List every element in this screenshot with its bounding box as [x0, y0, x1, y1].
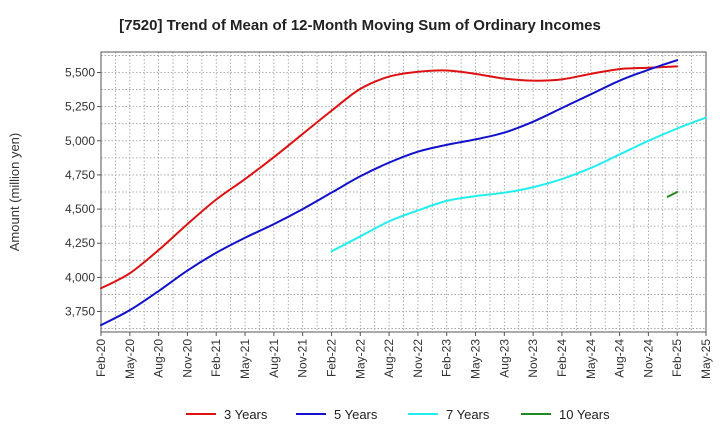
- y-tick-label: 4,500: [65, 202, 95, 216]
- y-tick-label: 5,250: [65, 100, 95, 114]
- plot-area-frame: [100, 51, 707, 333]
- x-tick-label: Aug-24: [613, 339, 627, 378]
- series-line-3-years: [100, 65, 679, 290]
- y-tick-label: 4,000: [65, 270, 95, 284]
- x-tick-label: Feb-21: [209, 339, 223, 377]
- x-tick-label: May-25: [699, 339, 713, 379]
- x-tick-label: May-21: [238, 339, 252, 379]
- x-tick-label: Feb-24: [555, 339, 569, 377]
- x-tick-label: Aug-23: [497, 339, 511, 378]
- x-tick-label: Aug-21: [267, 339, 281, 378]
- series-line-5-years: [100, 59, 679, 327]
- legend-label: 10 Years: [559, 407, 610, 422]
- y-axis-label: Amount (million yen): [7, 133, 22, 252]
- x-tick-label: Feb-20: [94, 339, 108, 377]
- x-tick-label: May-23: [469, 339, 483, 379]
- x-tick-label: Nov-21: [296, 339, 310, 378]
- y-axis-ticks: 3,750 4,000 4,250 4,500 4,750 5,000 5,250 5,500: [65, 65, 101, 319]
- x-tick-label: Feb-22: [324, 339, 338, 377]
- x-tick-label: May-24: [584, 339, 598, 379]
- y-tick-label: 5,500: [65, 65, 95, 79]
- series-line-7-years: [330, 116, 707, 253]
- x-tick-label: Aug-22: [382, 339, 396, 378]
- x-tick-label: May-22: [353, 339, 367, 379]
- y-tick-label: 5,000: [65, 134, 95, 148]
- series-line-10-years: [666, 191, 679, 198]
- legend-label: 7 Years: [446, 407, 490, 422]
- legend: 3 Years 5 Years 7 Years 10 Years: [186, 407, 610, 422]
- x-axis-ticks: Feb-20 May-20 Aug-20 Nov-20 Feb-21 May-21 Aug-…: [94, 332, 713, 379]
- x-tick-label: Aug-20: [152, 339, 166, 378]
- y-tick-label: 3,750: [65, 305, 95, 319]
- x-tick-label: Feb-23: [440, 339, 454, 377]
- x-tick-label: Nov-22: [411, 339, 425, 378]
- x-tick-label: Nov-24: [641, 339, 655, 378]
- chart-title: [7520] Trend of Mean of 12-Month Moving …: [119, 17, 601, 34]
- y-tick-label: 4,750: [65, 168, 95, 182]
- x-tick-label: Nov-20: [180, 339, 194, 378]
- legend-label: 5 Years: [334, 407, 378, 422]
- x-tick-label: May-20: [123, 339, 137, 379]
- gridlines: [100, 52, 707, 332]
- y-tick-label: 4,250: [65, 236, 95, 250]
- x-tick-label: Feb-25: [670, 339, 684, 377]
- x-tick-label: Nov-23: [526, 339, 540, 378]
- legend-label: 3 Years: [224, 407, 268, 422]
- series-lines: [100, 59, 707, 327]
